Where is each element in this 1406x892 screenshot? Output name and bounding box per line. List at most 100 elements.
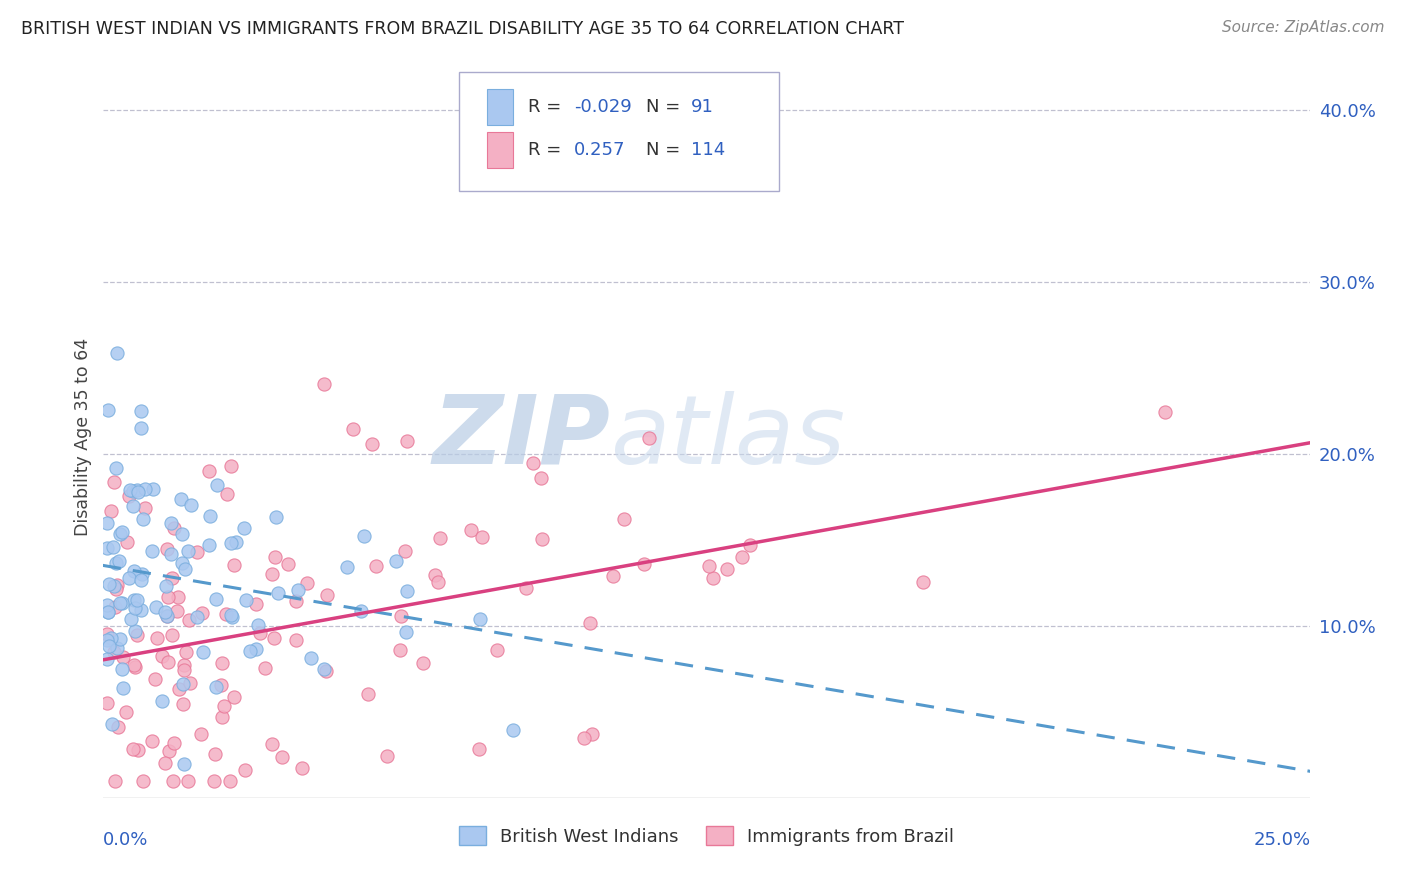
Point xyxy=(291,761,314,775)
Point xyxy=(191,606,214,620)
Point xyxy=(249,625,271,640)
Point xyxy=(212,698,235,713)
Point xyxy=(222,690,245,704)
Point xyxy=(125,628,148,642)
Point xyxy=(260,737,283,751)
Point xyxy=(581,726,603,740)
Point xyxy=(172,677,194,691)
Point xyxy=(697,558,720,573)
Point xyxy=(316,588,339,602)
Point xyxy=(531,532,554,546)
Point xyxy=(1154,405,1177,419)
Text: ZIP: ZIP xyxy=(432,391,610,483)
Point xyxy=(266,586,288,600)
Point xyxy=(132,774,155,789)
Point xyxy=(299,651,322,665)
Point xyxy=(211,657,233,671)
Point xyxy=(389,642,412,657)
Point xyxy=(246,618,269,632)
Point xyxy=(211,710,233,724)
Point xyxy=(162,774,184,789)
Point xyxy=(155,579,177,593)
Point xyxy=(96,633,118,648)
Point xyxy=(253,661,276,675)
Point xyxy=(105,641,128,656)
Point xyxy=(429,531,451,545)
Text: atlas: atlas xyxy=(610,391,845,483)
Point xyxy=(170,527,193,541)
Point xyxy=(177,613,200,627)
Point xyxy=(396,434,419,448)
Point xyxy=(427,574,450,589)
Point xyxy=(219,459,242,474)
Point xyxy=(502,723,524,737)
Point xyxy=(270,750,292,764)
Point xyxy=(179,676,201,690)
Point xyxy=(107,720,129,734)
Point xyxy=(97,403,120,417)
Y-axis label: Disability Age 35 to 64: Disability Age 35 to 64 xyxy=(73,338,91,536)
Text: N =: N = xyxy=(647,141,686,160)
Point xyxy=(350,604,373,618)
Point xyxy=(205,680,228,694)
Point xyxy=(245,597,267,611)
Point xyxy=(176,645,198,659)
Point xyxy=(156,542,179,557)
Point xyxy=(117,535,139,549)
Point xyxy=(103,540,125,554)
Point xyxy=(221,610,243,624)
Point xyxy=(129,603,152,617)
Point xyxy=(912,574,935,589)
Point xyxy=(103,599,125,614)
Point xyxy=(110,596,132,610)
Point xyxy=(98,577,121,591)
FancyBboxPatch shape xyxy=(486,89,513,125)
Point xyxy=(150,694,173,708)
Point xyxy=(114,706,136,720)
Point xyxy=(738,538,761,552)
Point xyxy=(530,471,553,485)
Point xyxy=(190,727,212,741)
Point xyxy=(103,645,125,659)
Point xyxy=(96,651,118,665)
Point xyxy=(235,764,257,778)
Text: R =: R = xyxy=(527,141,567,160)
Point xyxy=(103,579,125,593)
Point xyxy=(602,568,624,582)
Point xyxy=(384,554,406,568)
Point xyxy=(117,489,139,503)
Point xyxy=(134,501,156,516)
Point xyxy=(112,681,135,695)
Point xyxy=(412,657,434,671)
Point xyxy=(104,557,127,571)
Point xyxy=(160,547,183,561)
Point xyxy=(522,456,544,470)
Point xyxy=(96,598,118,612)
Point xyxy=(731,550,754,565)
Point xyxy=(122,658,145,673)
Point xyxy=(150,648,173,663)
Point xyxy=(120,612,142,626)
Point xyxy=(353,529,375,543)
Point xyxy=(166,591,188,605)
Point xyxy=(225,534,247,549)
Point xyxy=(124,624,146,638)
Point xyxy=(159,516,181,530)
Point xyxy=(170,491,193,506)
Point xyxy=(100,717,122,731)
Point xyxy=(145,600,167,615)
Point xyxy=(209,678,232,692)
Point xyxy=(96,516,118,530)
Point xyxy=(235,592,257,607)
Point xyxy=(96,627,118,641)
FancyBboxPatch shape xyxy=(458,72,779,192)
Text: 25.0%: 25.0% xyxy=(1253,831,1310,849)
Point xyxy=(143,672,166,686)
Point xyxy=(132,512,155,526)
Point xyxy=(284,594,307,608)
Point xyxy=(124,660,146,674)
Point xyxy=(129,574,152,588)
Point xyxy=(124,600,146,615)
Point xyxy=(578,616,600,631)
Text: BRITISH WEST INDIAN VS IMMIGRANTS FROM BRAZIL DISABILITY AGE 35 TO 64 CORRELATIO: BRITISH WEST INDIAN VS IMMIGRANTS FROM B… xyxy=(21,20,904,37)
